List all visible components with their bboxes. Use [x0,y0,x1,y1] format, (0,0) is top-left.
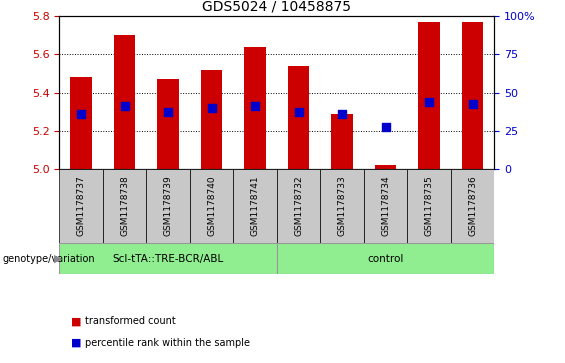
Bar [418,22,440,169]
Point [381,124,390,130]
Bar [70,77,92,169]
Point [207,105,216,111]
Bar [462,22,484,169]
Text: ■: ■ [71,338,81,348]
Text: GSM1178737: GSM1178737 [77,176,85,236]
Text: GSM1178734: GSM1178734 [381,176,390,236]
Text: ▶: ▶ [54,254,63,264]
Text: percentile rank within the sample: percentile rank within the sample [85,338,250,348]
Bar [244,47,266,169]
Text: Scl-tTA::TRE-BCR/ABL: Scl-tTA::TRE-BCR/ABL [112,254,224,264]
Text: GSM1178739: GSM1178739 [164,176,172,236]
Title: GDS5024 / 10458875: GDS5024 / 10458875 [202,0,351,14]
Text: GSM1178735: GSM1178735 [425,176,433,236]
Point [164,109,173,114]
Bar [201,70,223,169]
Bar [407,169,451,243]
Text: GSM1178741: GSM1178741 [251,176,259,236]
Text: control: control [367,254,404,264]
Bar [451,169,494,243]
Text: GSM1178733: GSM1178733 [338,176,346,236]
Bar [146,169,190,243]
Bar [233,169,277,243]
Point [120,103,129,109]
Text: GSM1178732: GSM1178732 [294,176,303,236]
Bar [277,169,320,243]
Bar [320,169,364,243]
Bar [59,243,277,274]
Point [425,99,434,105]
Bar [364,169,407,243]
Bar [103,169,146,243]
Point [468,101,477,107]
Bar [59,169,103,243]
Point [76,111,86,117]
Point [294,109,303,114]
Bar [114,35,136,169]
Text: GSM1178740: GSM1178740 [207,176,216,236]
Bar [157,79,179,169]
Text: GSM1178738: GSM1178738 [120,176,129,236]
Point [338,111,347,117]
Bar [288,66,310,169]
Bar [190,169,233,243]
Point [251,103,260,109]
Text: transformed count: transformed count [85,316,176,326]
Text: genotype/variation: genotype/variation [3,254,95,264]
Bar [277,243,494,274]
Bar [375,165,397,169]
Text: ■: ■ [71,316,81,326]
Bar [331,114,353,169]
Text: GSM1178736: GSM1178736 [468,176,477,236]
